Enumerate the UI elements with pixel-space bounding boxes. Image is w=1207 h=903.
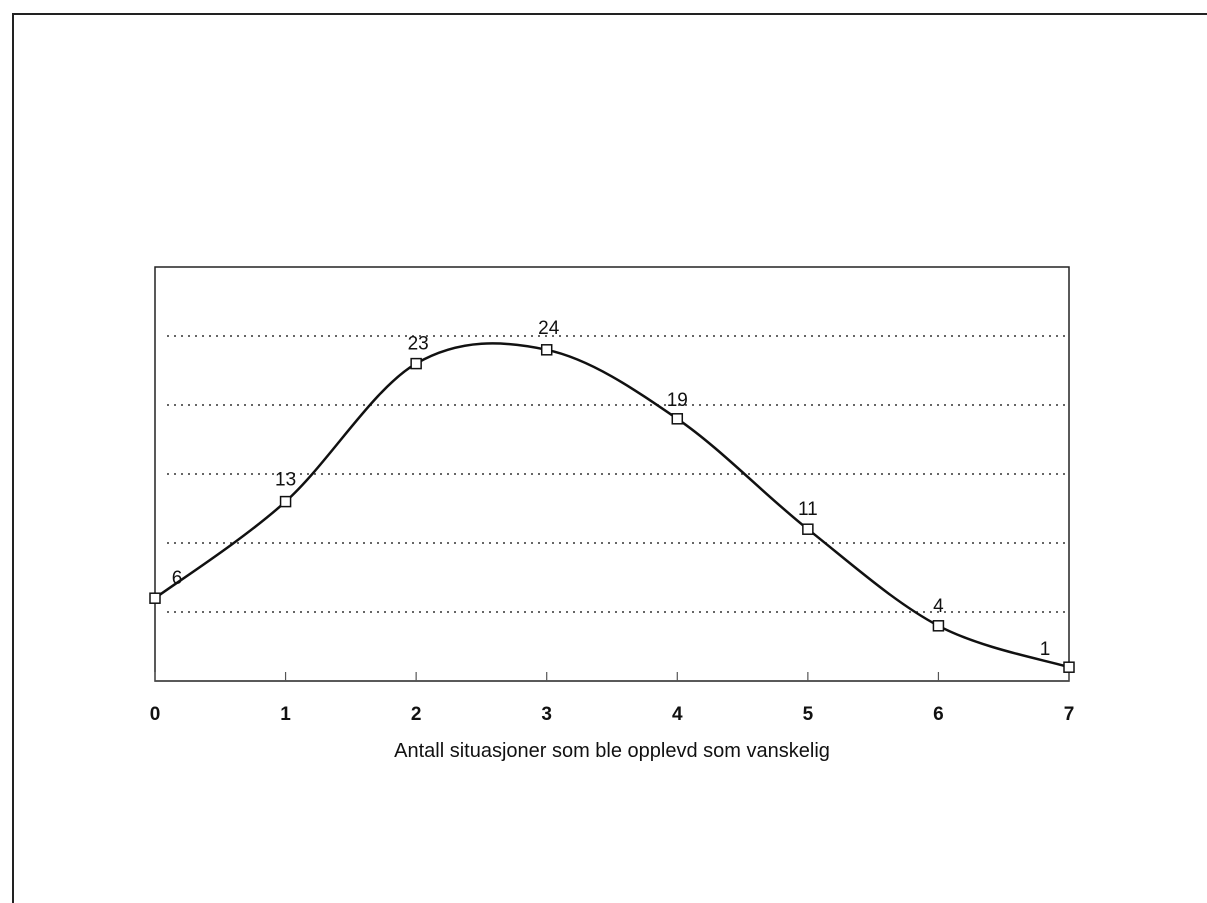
x-tick-label: 4 [672,704,683,725]
x-tick-label: 7 [1064,704,1075,725]
data-marker [149,592,161,604]
data-marker [671,413,684,425]
data-marker [279,495,292,508]
x-axis-title: Antall situasjoner som ble opplevd som v… [394,740,830,762]
data-marker [802,523,814,535]
x-tick-label: 3 [541,704,552,725]
data-markers [149,344,1075,673]
gridlines [167,335,1067,613]
data-marker [540,344,553,356]
x-tick-label: 2 [411,704,422,725]
data-label: 23 [408,334,429,355]
data-labels: 6 13 23 24 19 11 4 1 [172,318,1051,660]
data-label: 1 [1040,639,1051,660]
x-tick-label: 6 [933,704,944,725]
x-tick-label: 0 [150,704,161,725]
page-frame [12,13,1207,903]
data-label: 24 [538,318,560,339]
data-label: 11 [798,499,818,520]
x-tick-marks [154,672,1070,681]
data-marker [932,620,945,632]
data-label: 4 [933,596,944,617]
x-tick-label: 1 [280,704,291,725]
data-marker [410,357,422,370]
data-label: 13 [275,470,296,491]
series-line [154,342,1070,669]
x-tick-labels: 0 1 2 3 4 5 6 7 [150,704,1075,725]
x-tick-label: 5 [803,704,814,725]
plot-frame [154,266,1070,682]
data-label: 19 [667,390,688,411]
data-label: 6 [172,568,183,589]
data-marker [1063,661,1075,673]
